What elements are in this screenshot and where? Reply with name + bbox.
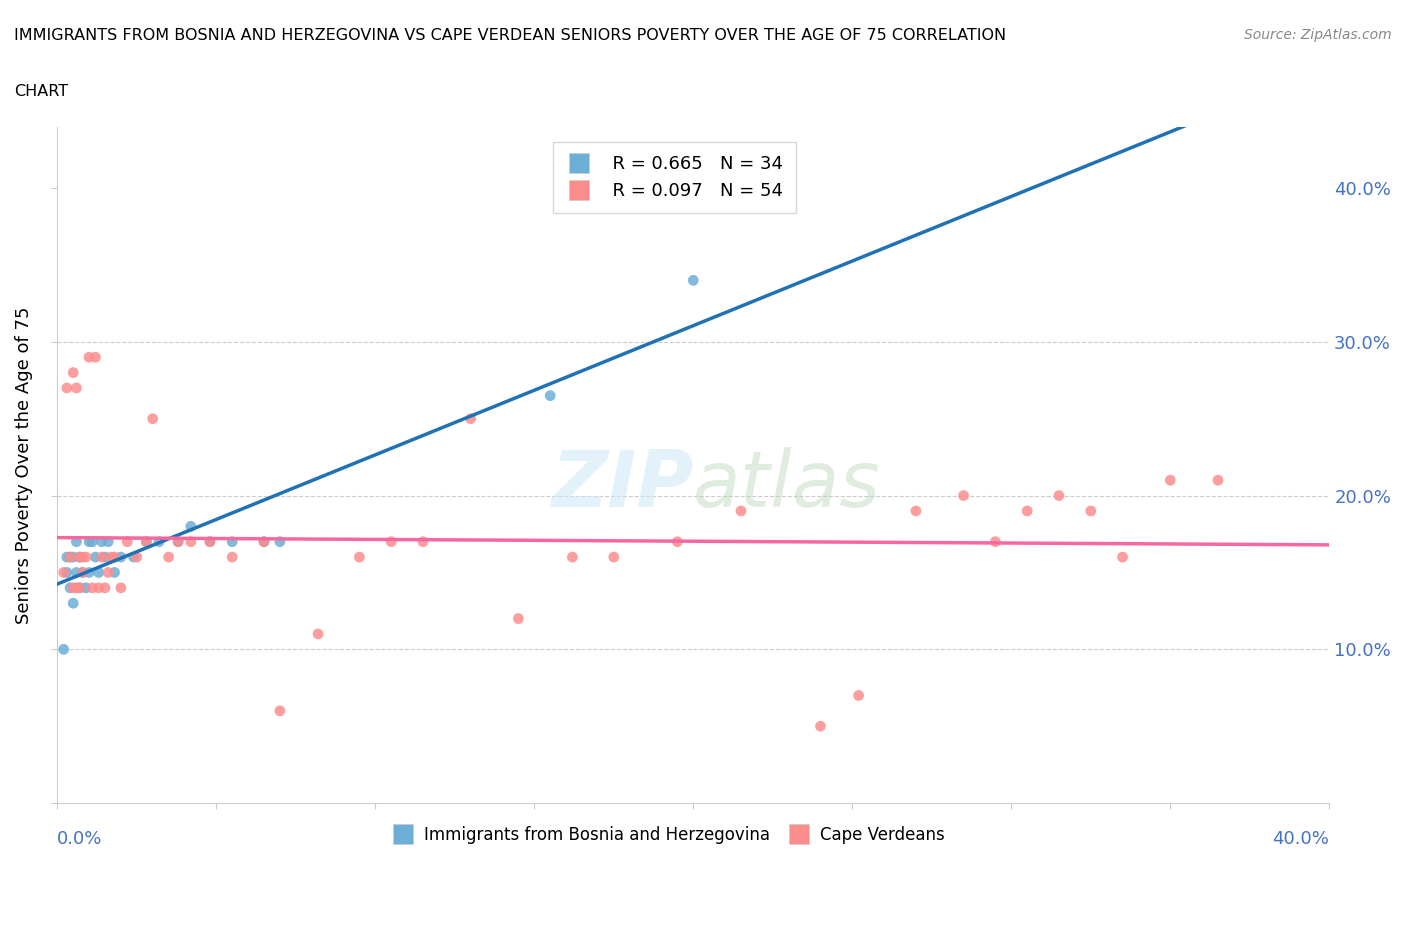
Point	[52, 565, 75, 580]
Point	[65, 565, 87, 580]
Point	[97, 565, 120, 580]
Point	[77, 565, 100, 580]
Point	[84, 550, 107, 565]
Point	[198, 534, 221, 549]
Point	[69, 580, 91, 595]
Text: 0.0%: 0.0%	[58, 830, 103, 847]
Point	[167, 534, 190, 549]
Point	[62, 365, 84, 380]
Point	[682, 272, 704, 287]
Point	[307, 627, 329, 642]
Point	[56, 550, 79, 565]
Point	[56, 380, 79, 395]
Point	[848, 688, 870, 703]
Point	[110, 580, 132, 595]
Point	[125, 550, 148, 565]
Point	[59, 550, 82, 565]
Y-axis label: Seniors Poverty Over the Age of 75: Seniors Poverty Over the Age of 75	[15, 306, 32, 624]
Point	[75, 580, 97, 595]
Point	[253, 534, 276, 549]
Point	[90, 534, 112, 549]
Point	[157, 550, 180, 565]
Point	[952, 488, 974, 503]
Point	[221, 534, 243, 549]
Point	[122, 550, 145, 565]
Point	[349, 550, 371, 565]
Point	[167, 534, 190, 549]
Point	[1047, 488, 1070, 503]
Point	[135, 534, 157, 549]
Point	[1017, 503, 1039, 518]
Point	[253, 534, 276, 549]
Point	[62, 580, 84, 595]
Point	[100, 550, 122, 565]
Point	[72, 565, 94, 580]
Point	[148, 534, 170, 549]
Point	[984, 534, 1007, 549]
Point	[87, 580, 110, 595]
Point	[77, 534, 100, 549]
Point	[69, 580, 91, 595]
Point	[84, 350, 107, 365]
Point	[1080, 503, 1102, 518]
Text: IMMIGRANTS FROM BOSNIA AND HERZEGOVINA VS CAPE VERDEAN SENIORS POVERTY OVER THE : IMMIGRANTS FROM BOSNIA AND HERZEGOVINA V…	[14, 28, 1007, 43]
Point	[59, 550, 82, 565]
Point	[460, 411, 482, 426]
Point	[52, 642, 75, 657]
Point	[666, 534, 689, 549]
Point	[1111, 550, 1133, 565]
Point	[810, 719, 832, 734]
Point	[135, 534, 157, 549]
Point	[77, 350, 100, 365]
Point	[90, 550, 112, 565]
Point	[72, 550, 94, 565]
Point	[412, 534, 434, 549]
Point	[561, 550, 583, 565]
Text: ZIP: ZIP	[551, 447, 693, 524]
Text: 40.0%: 40.0%	[1272, 830, 1329, 847]
Point	[65, 380, 87, 395]
Point	[198, 534, 221, 549]
Point	[904, 503, 927, 518]
Point	[62, 596, 84, 611]
Point	[180, 534, 202, 549]
Point	[538, 388, 561, 403]
Point	[72, 565, 94, 580]
Point	[603, 550, 626, 565]
Text: atlas: atlas	[693, 447, 882, 524]
Point	[56, 565, 79, 580]
Point	[221, 550, 243, 565]
Point	[269, 534, 291, 549]
Point	[97, 534, 120, 549]
Point	[94, 550, 117, 565]
Point	[110, 550, 132, 565]
Point	[380, 534, 402, 549]
Point	[1206, 472, 1229, 487]
Point	[65, 580, 87, 595]
Point	[59, 580, 82, 595]
Point	[103, 550, 125, 565]
Point	[69, 550, 91, 565]
Point	[142, 411, 165, 426]
Text: Source: ZipAtlas.com: Source: ZipAtlas.com	[1244, 28, 1392, 42]
Text: CHART: CHART	[14, 84, 67, 99]
Point	[82, 580, 104, 595]
Point	[730, 503, 752, 518]
Point	[269, 703, 291, 718]
Point	[87, 565, 110, 580]
Point	[103, 565, 125, 580]
Legend: Immigrants from Bosnia and Herzegovina, Cape Verdeans: Immigrants from Bosnia and Herzegovina, …	[380, 815, 956, 856]
Point	[508, 611, 530, 626]
Point	[62, 550, 84, 565]
Point	[117, 534, 139, 549]
Point	[82, 534, 104, 549]
Point	[94, 580, 117, 595]
Point	[69, 550, 91, 565]
Point	[65, 534, 87, 549]
Point	[1159, 472, 1181, 487]
Point	[180, 519, 202, 534]
Point	[75, 550, 97, 565]
